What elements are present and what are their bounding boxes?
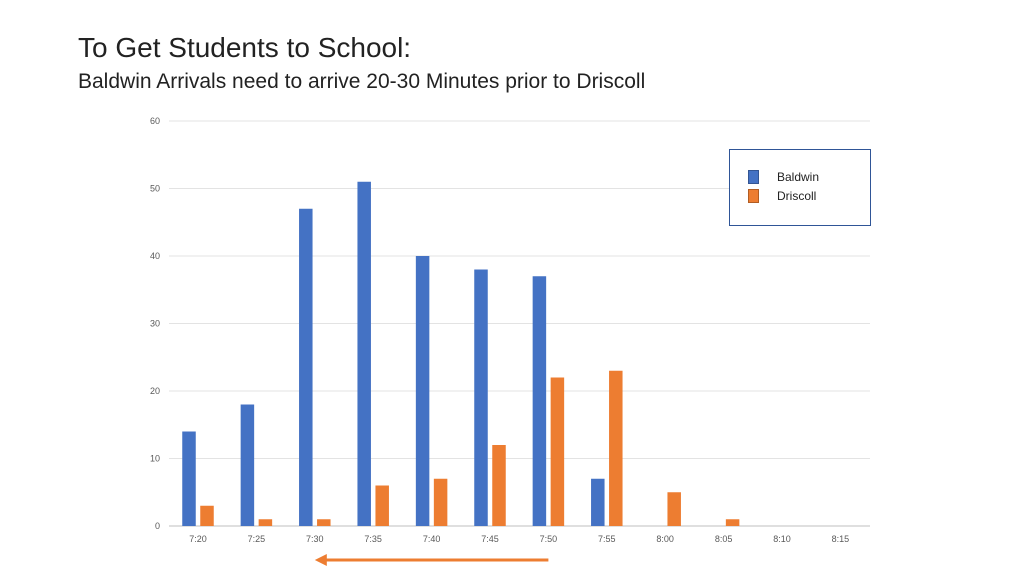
x-tick-label: 7:35 xyxy=(364,534,382,544)
y-tick-label: 40 xyxy=(150,251,160,261)
bar-driscoll-730 xyxy=(317,519,331,526)
y-tick-label: 0 xyxy=(155,521,160,531)
legend-item-driscoll: Driscoll xyxy=(748,188,816,204)
bar-driscoll-735 xyxy=(375,485,389,526)
y-tick-label: 50 xyxy=(150,184,160,194)
bar-driscoll-750 xyxy=(550,377,565,526)
x-tick-label: 7:50 xyxy=(540,534,558,544)
annotation-arrow-head xyxy=(314,554,327,566)
y-tick-label: 30 xyxy=(150,319,160,329)
x-tick-label: 7:55 xyxy=(598,534,616,544)
bar-baldwin-745 xyxy=(474,269,488,526)
y-tick-label: 20 xyxy=(150,386,160,396)
bar-driscoll-745 xyxy=(492,445,506,526)
x-tick-label: 7:25 xyxy=(248,534,266,544)
bar-baldwin-720 xyxy=(182,431,196,526)
chart-legend: Baldwin Driscoll xyxy=(729,149,871,226)
bar-baldwin-730 xyxy=(299,208,313,526)
bar-baldwin-735 xyxy=(357,181,371,526)
bar-baldwin-750 xyxy=(532,276,547,526)
x-tick-label: 7:40 xyxy=(423,534,441,544)
bar-driscoll-725 xyxy=(258,519,273,526)
x-tick-label: 7:45 xyxy=(481,534,499,544)
x-tick-label: 8:10 xyxy=(773,534,791,544)
bar-driscoll-805 xyxy=(725,519,740,526)
bar-baldwin-740 xyxy=(415,256,430,526)
legend-item-baldwin: Baldwin xyxy=(748,169,819,185)
bar-baldwin-725 xyxy=(240,404,255,526)
page-title: To Get Students to School: xyxy=(78,32,412,63)
bar-baldwin-755 xyxy=(591,478,605,526)
legend-swatch-driscoll xyxy=(748,189,759,203)
bar-driscoll-740 xyxy=(433,478,448,526)
x-tick-label: 7:20 xyxy=(189,534,207,544)
x-tick-label: 7:30 xyxy=(306,534,324,544)
legend-label-driscoll: Driscoll xyxy=(777,189,817,203)
y-tick-label: 60 xyxy=(150,116,160,126)
legend-swatch-baldwin xyxy=(748,170,759,184)
bar-driscoll-720 xyxy=(200,505,214,526)
bar-driscoll-755 xyxy=(609,370,623,526)
x-tick-label: 8:00 xyxy=(656,534,674,544)
bar-driscoll-800 xyxy=(667,492,681,526)
x-tick-label: 8:05 xyxy=(715,534,733,544)
page-subtitle: Baldwin Arrivals need to arrive 20-30 Mi… xyxy=(78,70,646,93)
y-tick-label: 10 xyxy=(150,454,160,464)
legend-label-baldwin: Baldwin xyxy=(777,170,820,184)
x-tick-label: 8:15 xyxy=(832,534,850,544)
